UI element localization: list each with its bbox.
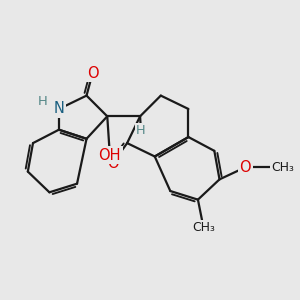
Text: O: O [87,66,98,81]
Text: H: H [38,95,47,108]
Text: O: O [240,160,251,175]
Text: OH: OH [99,148,121,163]
Text: CH₃: CH₃ [192,221,215,234]
Text: O: O [106,156,118,171]
Text: CH₃: CH₃ [271,161,294,174]
Text: N: N [53,101,64,116]
Text: H: H [136,124,146,137]
